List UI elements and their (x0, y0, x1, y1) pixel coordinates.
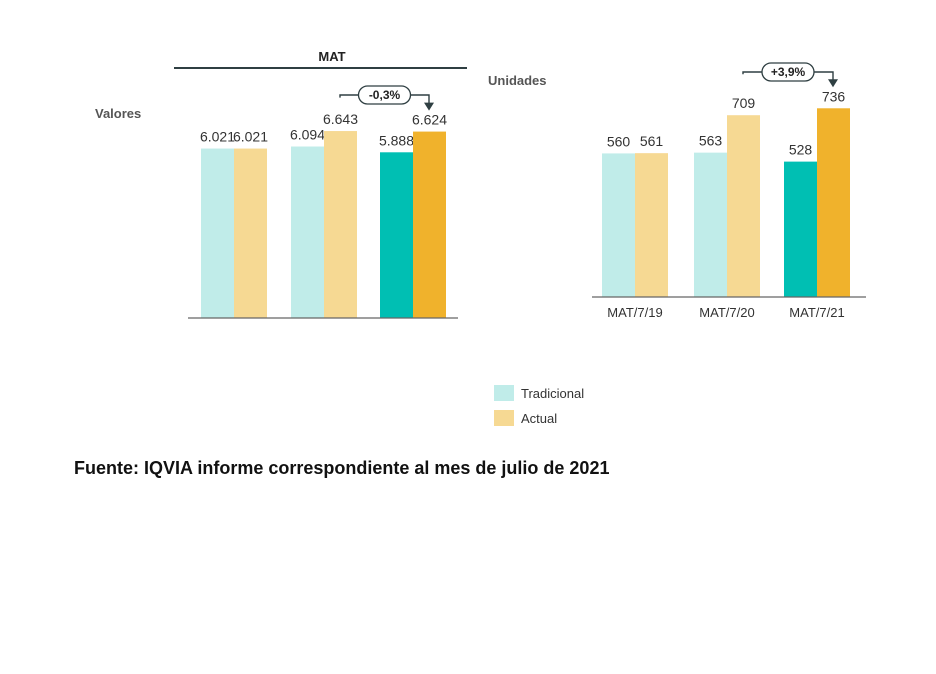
unidades-bar-actual-3 (817, 108, 850, 298)
unidades-chart: Unidades 560 561 563 709 528 736 MAT/7/19 MAT/… (488, 62, 866, 320)
unidades-value-label: 736 (822, 88, 846, 104)
unidades-badge (761, 62, 815, 82)
valores-change-annotation: -0,3% (339, 85, 434, 111)
valores-change-label: -0,3% (369, 88, 401, 102)
valores-value-label: 6.021 (200, 129, 235, 145)
unidades-value-label: 709 (732, 95, 756, 111)
unidades-title: Unidades (488, 73, 547, 88)
valores-bar-actual-3 (413, 131, 446, 318)
legend-swatch-tradicional (494, 385, 514, 401)
legend: Tradicional Actual (494, 385, 584, 426)
valores-value-label: 6.643 (323, 111, 358, 127)
unidades-value-label: 561 (640, 133, 664, 149)
valores-value-label: 6.624 (412, 112, 447, 128)
unidades-value-label: 563 (699, 133, 723, 149)
unidades-bar-actual-2 (727, 115, 760, 297)
unidades-bar-actual-1 (635, 153, 668, 297)
valores-value-label: 5.888 (379, 132, 414, 148)
unidades-value-label: 560 (607, 133, 631, 149)
category-label: MAT/7/19 (607, 305, 662, 320)
valores-bar-actual-1 (234, 148, 267, 318)
valores-bar-tradicional-3 (380, 152, 413, 318)
legend-swatch-actual (494, 410, 514, 426)
unidades-value-label: 528 (789, 142, 813, 158)
arrow-down-icon (424, 102, 434, 111)
valores-bar-tradicional-1 (201, 148, 234, 318)
unidades-change-label: +3,9% (771, 65, 806, 79)
valores-badge (357, 85, 412, 105)
mat-header: MAT (318, 49, 345, 64)
category-label: MAT/7/21 (789, 305, 844, 320)
valores-bar-actual-2 (324, 131, 357, 318)
category-label: MAT/7/20 (699, 305, 754, 320)
unidades-change-annotation: +3,9% (742, 62, 838, 88)
source-note: Fuente: IQVIA informe correspondiente al… (74, 458, 610, 478)
valores-value-label: 6.021 (233, 129, 268, 145)
legend-label-actual: Actual (521, 411, 557, 426)
unidades-bar-tradicional-1 (602, 153, 635, 297)
valores-value-label: 6.094 (290, 126, 325, 142)
valores-title: Valores (95, 106, 141, 121)
arrow-down-icon (828, 79, 838, 88)
unidades-bar-tradicional-2 (694, 152, 727, 297)
valores-bar-tradicional-2 (291, 146, 324, 318)
unidades-bar-tradicional-3 (784, 161, 817, 297)
legend-label-tradicional: Tradicional (521, 386, 584, 401)
